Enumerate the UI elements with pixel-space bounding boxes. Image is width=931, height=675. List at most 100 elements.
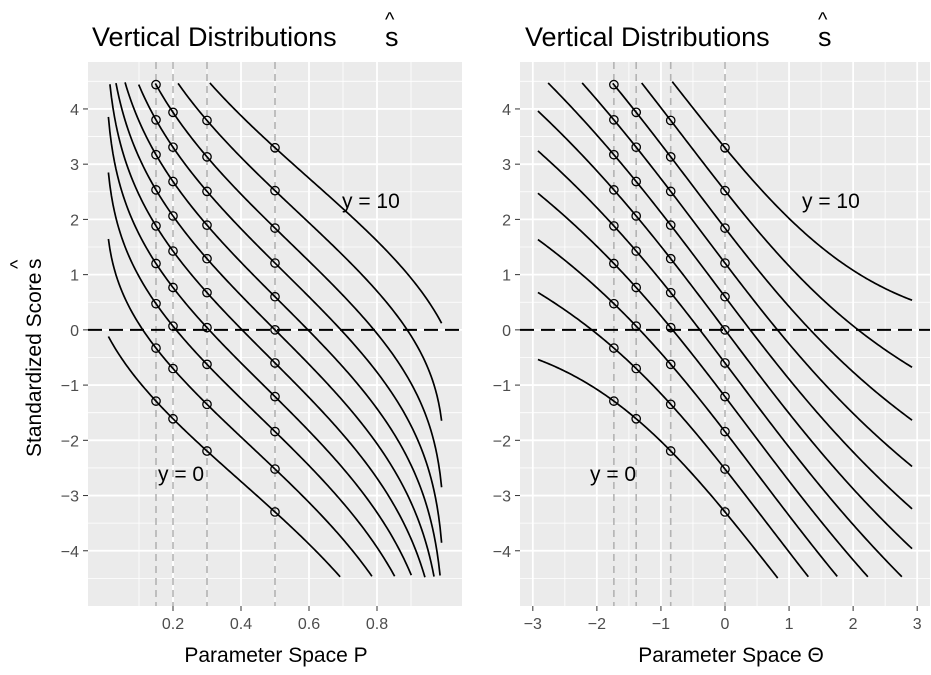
panel-1-curve-y8 bbox=[154, 83, 443, 488]
panel-1-y-tick-label: 3 bbox=[70, 157, 79, 174]
panel-2-x-tick-label: 2 bbox=[849, 616, 858, 633]
panel-1-point bbox=[168, 413, 178, 424]
panel-2-point bbox=[631, 282, 642, 293]
panel-2-point bbox=[631, 107, 642, 118]
panel-1-point bbox=[151, 298, 161, 309]
panel-2-point bbox=[720, 391, 730, 402]
panel-1-point bbox=[168, 107, 178, 118]
panel-2-point bbox=[720, 142, 730, 153]
panel-2-point bbox=[720, 291, 730, 302]
panel-2-point bbox=[665, 287, 676, 298]
panel-2-point bbox=[631, 321, 642, 331]
panel-2-annotation-bottom: y = 0 bbox=[590, 463, 636, 486]
panel-2-y-tick-label: 2 bbox=[502, 212, 511, 229]
panel-2-curve-y2 bbox=[537, 238, 838, 577]
panel-1-point bbox=[151, 343, 161, 353]
panel-2-point bbox=[665, 186, 676, 197]
panel-2-curve-y0 bbox=[537, 358, 779, 579]
panel-2-title-hat: ^ bbox=[818, 9, 828, 31]
panel-1-point bbox=[270, 185, 280, 196]
panel-2-point bbox=[665, 253, 676, 264]
panel-2-point bbox=[665, 152, 676, 162]
panel-2-x-axis-title: Parameter Space Θ bbox=[638, 644, 824, 667]
panel-1-point bbox=[202, 152, 212, 162]
panel-1-x-tick-label: 0.4 bbox=[230, 616, 252, 633]
panel-1-point bbox=[168, 246, 178, 256]
panel-1-curve-y9 bbox=[177, 82, 443, 421]
panel-1-x-tick-label: 0.6 bbox=[298, 616, 320, 633]
panel-1-point bbox=[202, 115, 212, 126]
panel-2-point bbox=[720, 325, 730, 335]
panel-1-point bbox=[168, 363, 178, 374]
panel-2-point bbox=[609, 343, 619, 353]
panel-2-y-tick-label: −4 bbox=[493, 544, 511, 561]
panel-2-curve-y7 bbox=[581, 82, 913, 468]
panel-2-point bbox=[720, 507, 730, 517]
panel-2-curve-y9 bbox=[641, 82, 913, 368]
panel-2-point bbox=[665, 446, 676, 456]
panel-2-x-tick-label: −3 bbox=[524, 616, 542, 633]
panel-1-plot: 0.2 0.4 0.6 0.8 −4 −3 −2 −1 0 1 2 3 4 bbox=[61, 62, 462, 633]
panel-1-point bbox=[202, 322, 212, 333]
panel-2-point bbox=[609, 149, 619, 160]
panel-1-point bbox=[168, 321, 178, 331]
panel-1-point bbox=[202, 399, 212, 410]
panel-1-point bbox=[202, 446, 212, 456]
panel-1-x-axis-title: Parameter Space P bbox=[184, 644, 367, 667]
panel-1-x-tick-label: 0.8 bbox=[366, 616, 388, 633]
panel-1-point bbox=[270, 464, 280, 474]
panel-1-title: Vertical Distributions bbox=[92, 22, 337, 52]
panel-2-y-tick-label: 1 bbox=[502, 268, 511, 285]
panel-1-point bbox=[151, 221, 161, 231]
panel-2-point bbox=[609, 298, 619, 309]
panel-1-point bbox=[270, 358, 280, 368]
panel-1-annotation-bottom: y = 0 bbox=[158, 463, 204, 486]
panel-1-y-tick-label: 0 bbox=[70, 323, 79, 340]
panel-1-curve-y2 bbox=[107, 172, 396, 577]
panel-2-point bbox=[609, 221, 619, 231]
panel-1-curve-y4 bbox=[109, 84, 426, 578]
panel-2-point bbox=[609, 396, 619, 406]
panel-1-point bbox=[151, 185, 161, 195]
panel-2-point bbox=[631, 176, 642, 187]
panel-2-title-symbol: s bbox=[818, 22, 832, 52]
panel-1-point bbox=[270, 426, 280, 437]
panel-2-x-tick-label: 3 bbox=[913, 616, 922, 633]
panel-2-point bbox=[720, 358, 730, 368]
panel-2-point bbox=[631, 211, 642, 221]
panel-1-curve-y1 bbox=[107, 238, 373, 577]
panel-2-curve-y1 bbox=[537, 291, 809, 578]
panel-1-point bbox=[168, 282, 178, 293]
panel-1-point bbox=[168, 211, 178, 221]
panel-2-y-tick-label: −2 bbox=[493, 433, 511, 450]
panel-1-point bbox=[270, 258, 280, 268]
y-axis-title-group: Standardized Score s ^ bbox=[7, 259, 46, 458]
y-axis-title-hat: ^ bbox=[7, 259, 29, 269]
panel-2-point bbox=[609, 79, 619, 90]
panel-2-point bbox=[665, 359, 676, 370]
panel-2-curve-y6 bbox=[547, 82, 913, 510]
panel-2-y-tick-label: 3 bbox=[502, 157, 511, 174]
panel-2-point bbox=[665, 220, 676, 230]
panel-2-curve-y10 bbox=[671, 81, 913, 302]
panel-1-curve-y6 bbox=[124, 82, 441, 576]
panel-2-annotation-top: y = 10 bbox=[802, 190, 860, 213]
panel-2-point bbox=[609, 185, 619, 195]
panel-2-point bbox=[665, 322, 676, 333]
panel-2-point bbox=[631, 413, 642, 424]
panel-1-y-tick-label: −4 bbox=[61, 544, 79, 561]
panel-2-y-tick-label: −3 bbox=[493, 489, 511, 506]
panel-1-y-tick-label: 2 bbox=[70, 212, 79, 229]
panel-2-point bbox=[665, 115, 676, 126]
panel-2-curve-y3 bbox=[537, 192, 869, 578]
panel-2-curve-y8 bbox=[612, 82, 913, 421]
panel-2-plot: −3 −2 −1 0 1 2 3 −4 −3 −2 −1 0 1 2 3 4 bbox=[493, 62, 930, 633]
panel-1-point bbox=[270, 391, 280, 402]
panel-2-x-tick-label: 1 bbox=[785, 616, 794, 633]
panel-2-point bbox=[631, 142, 642, 153]
panel-1-point bbox=[151, 79, 161, 90]
panel-1-point bbox=[151, 115, 161, 125]
panel-1-title-hat: ^ bbox=[385, 9, 395, 31]
panel-1-curve-y7 bbox=[137, 84, 443, 543]
panel-1-point bbox=[168, 176, 178, 187]
